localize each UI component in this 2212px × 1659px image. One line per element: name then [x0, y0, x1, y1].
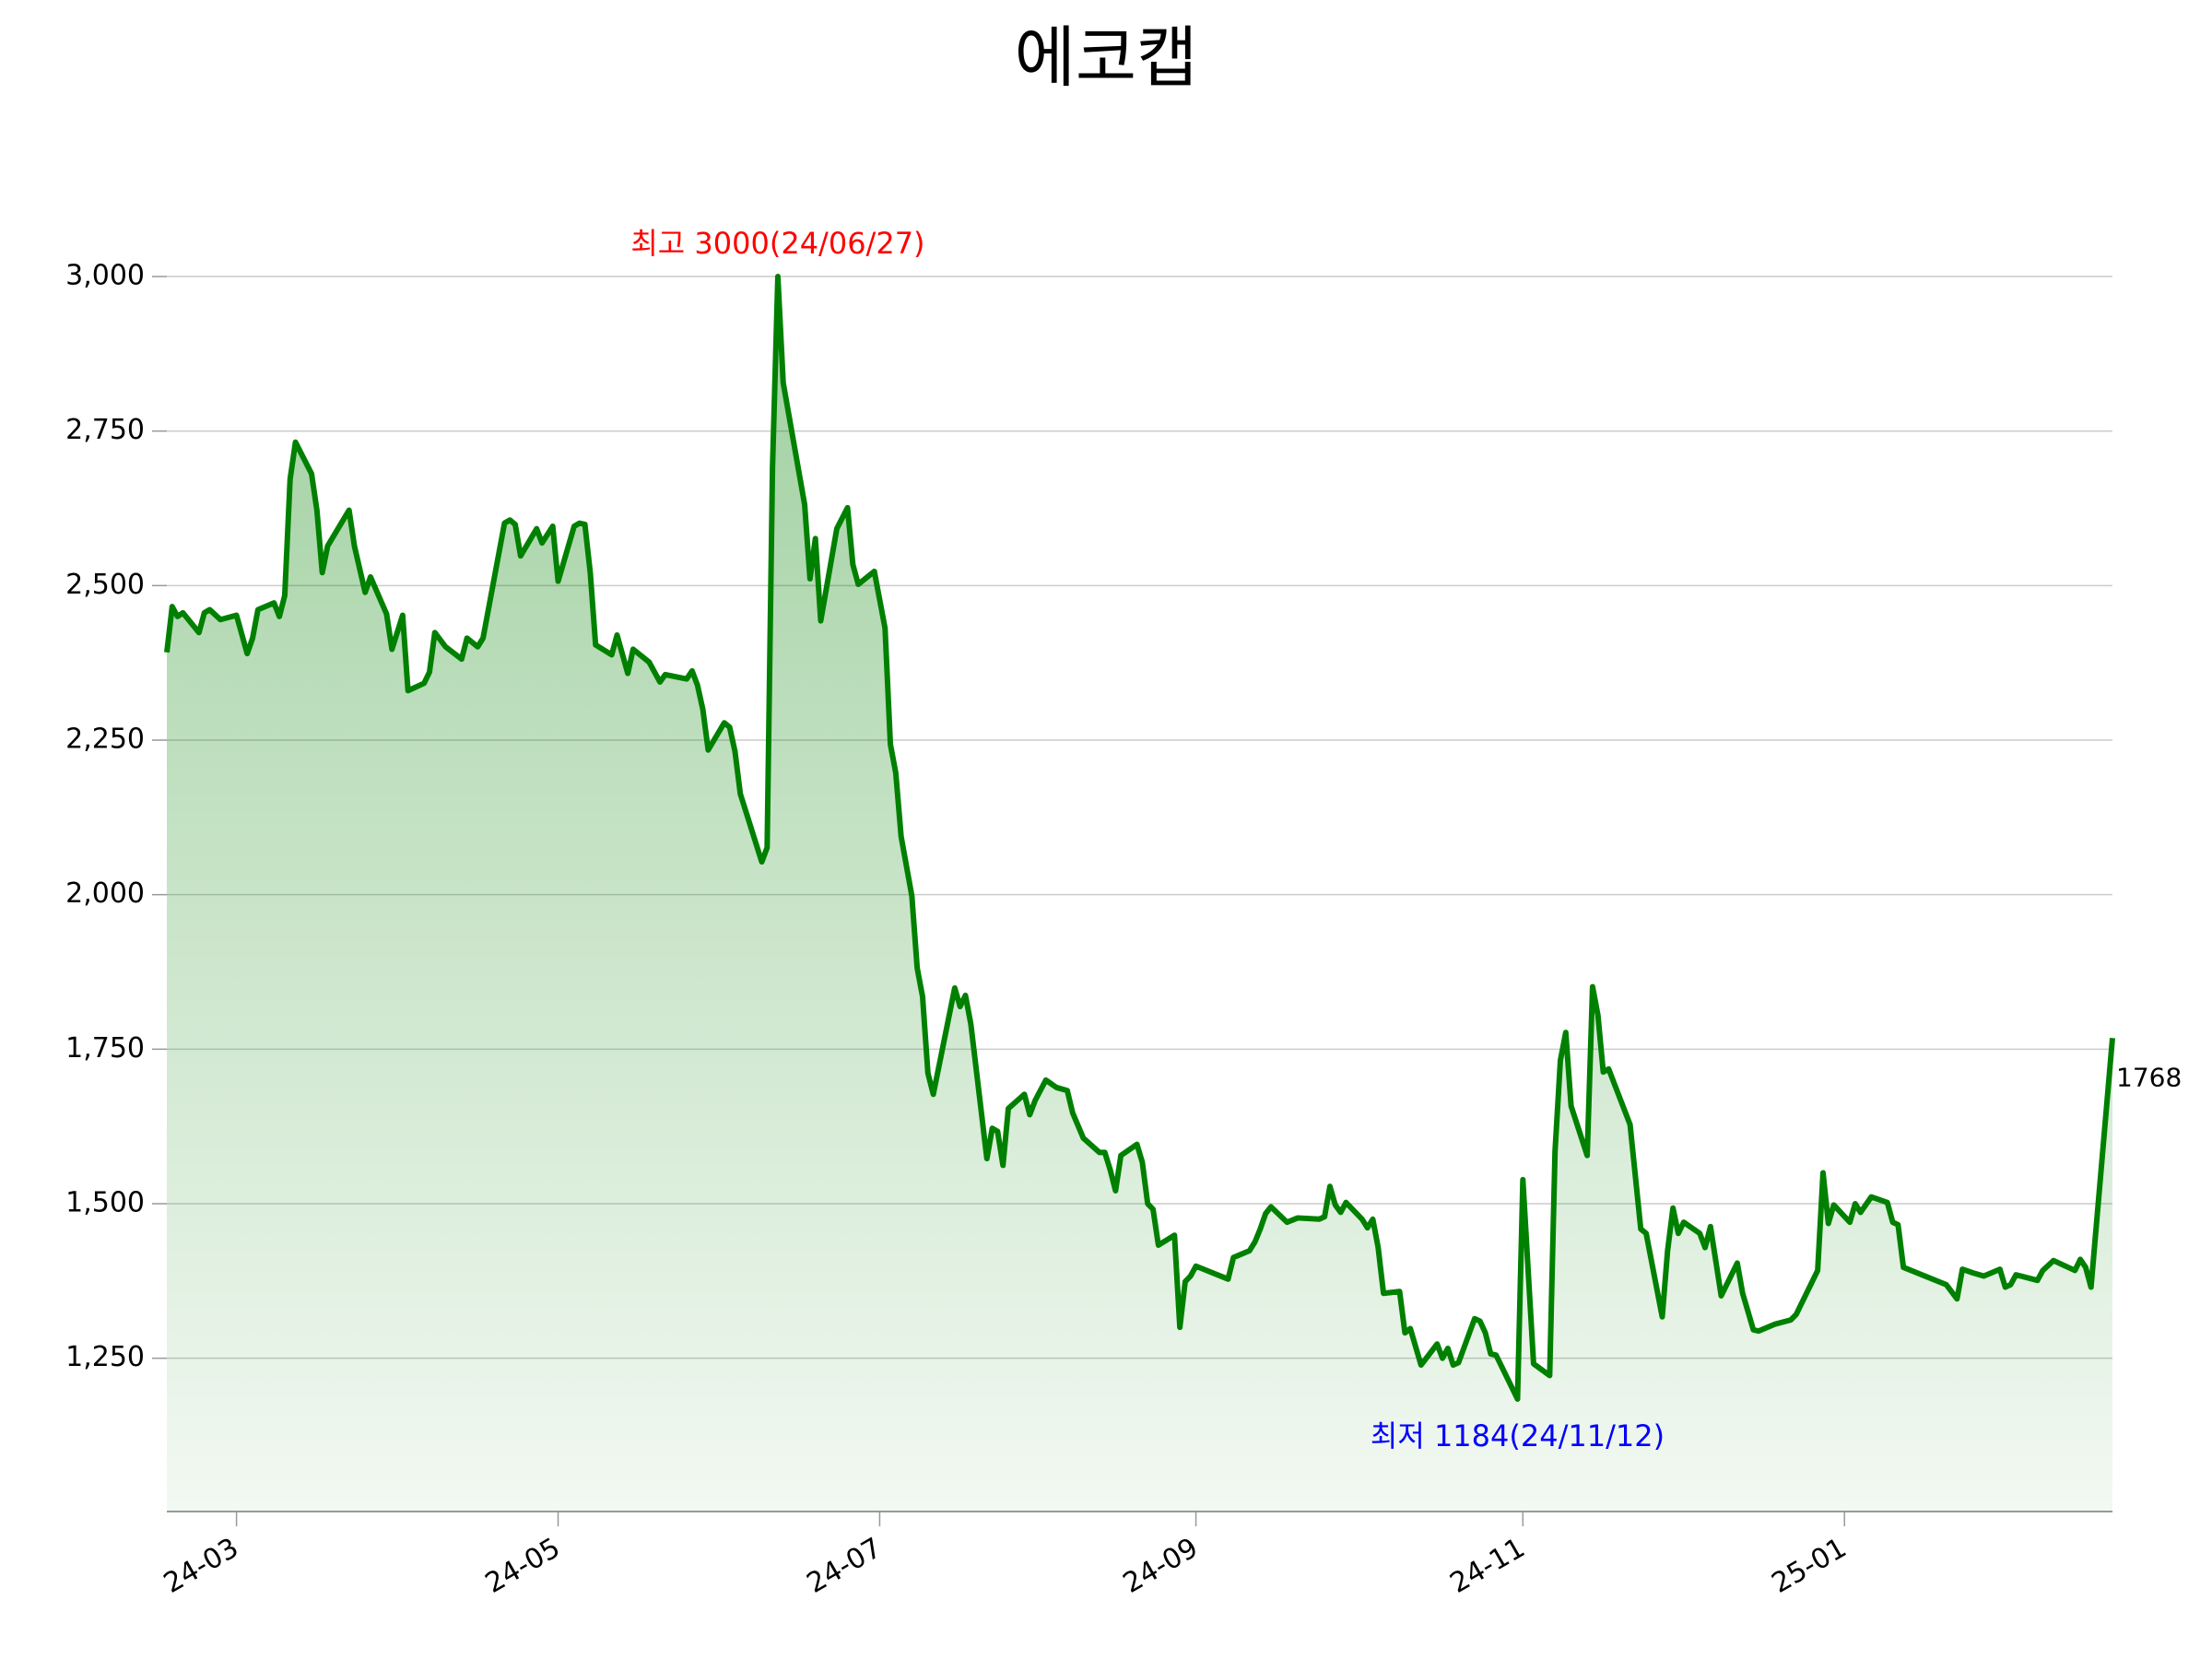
y-tick-label: 2,750 — [65, 414, 145, 446]
x-tick-label: 24-11 — [1445, 1532, 1531, 1600]
y-tick-label: 2,000 — [65, 877, 145, 910]
y-tick-label: 1,250 — [65, 1341, 145, 1373]
y-tick-label: 2,500 — [65, 569, 145, 601]
x-tick-label: 24-03 — [159, 1532, 244, 1600]
min-annotation: 최저 1184(24/11/12) — [1371, 1418, 1665, 1453]
x-tick-label: 24-07 — [802, 1532, 888, 1600]
line — [164, 274, 2115, 1402]
y-tick-label: 1,750 — [65, 1032, 145, 1065]
x-tick-label: 24-09 — [1118, 1532, 1204, 1600]
x-tick-label: 24-05 — [480, 1532, 566, 1600]
chart-title: 에코캡 — [1015, 19, 1198, 97]
max-annotation: 최고 3000(24/06/27) — [630, 226, 924, 261]
y-tick-label: 1,500 — [65, 1187, 145, 1219]
area — [167, 276, 2112, 1512]
x-tick-label: 25-01 — [1766, 1532, 1852, 1600]
end-value-label: 1768 — [2116, 1062, 2182, 1092]
y-tick-label: 3,000 — [65, 260, 145, 292]
y-tick-label: 2,250 — [65, 724, 145, 756]
